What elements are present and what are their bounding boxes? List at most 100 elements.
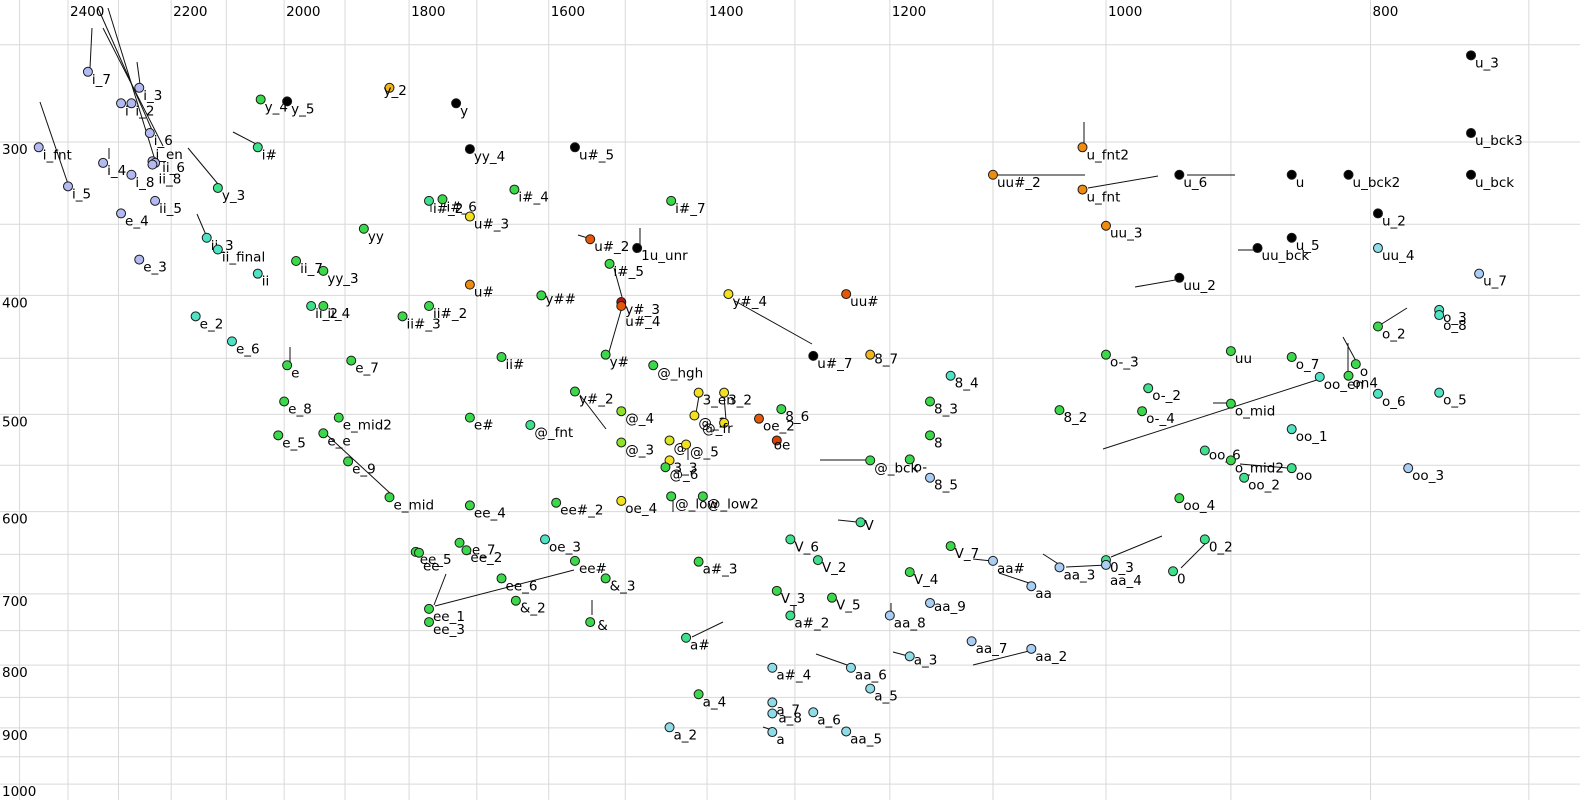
- data-point-u#_7[interactable]: [808, 350, 819, 361]
- data-point-V_5[interactable]: [826, 592, 837, 603]
- data-point-e#[interactable]: [464, 412, 475, 423]
- data-point-u_bck[interactable]: [1466, 169, 1477, 180]
- data-point-o_7[interactable]: [1286, 352, 1297, 363]
- data-point-u_bck3[interactable]: [1466, 128, 1477, 139]
- data-point-ii_2[interactable]: [306, 300, 317, 311]
- data-point-a_7[interactable]: [767, 697, 778, 708]
- data-point-o_8[interactable]: [1434, 310, 1445, 321]
- data-point-e_e[interactable]: [318, 428, 329, 439]
- data-point-i_7[interactable]: [82, 66, 93, 77]
- data-point-uu#[interactable]: [841, 289, 852, 300]
- data-point-8_2[interactable]: [1054, 405, 1065, 416]
- data-point-0[interactable]: [1168, 566, 1179, 577]
- data-point-u_3[interactable]: [1466, 50, 1477, 61]
- data-point-y_2[interactable]: [384, 82, 395, 93]
- data-point-@_4[interactable]: [616, 406, 627, 417]
- data-point-u_fnt2[interactable]: [1077, 142, 1088, 153]
- data-point-e_9[interactable]: [343, 456, 354, 467]
- data-point-uu_2[interactable]: [1174, 272, 1185, 283]
- data-point-ii#[interactable]: [496, 352, 507, 363]
- data-point-V_2[interactable]: [812, 555, 823, 566]
- data-point-o[interactable]: [1350, 359, 1361, 370]
- data-point-V_6[interactable]: [785, 534, 796, 545]
- data-point-oe_4[interactable]: [616, 495, 627, 506]
- data-point-y#_2[interactable]: [569, 386, 580, 397]
- data-point-8[interactable]: [925, 430, 936, 441]
- data-point-V[interactable]: [855, 517, 866, 528]
- data-point-8_7[interactable]: [865, 349, 876, 360]
- data-point-u#_2[interactable]: [585, 234, 596, 245]
- data-point-8_3[interactable]: [925, 396, 936, 407]
- data-point-uu[interactable]: [1225, 346, 1236, 357]
- data-point-a#_4[interactable]: [767, 662, 778, 673]
- data-point-u[interactable]: [1286, 169, 1297, 180]
- data-point-o-_2[interactable]: [1143, 383, 1154, 394]
- data-point-ee#_2[interactable]: [551, 497, 562, 508]
- data-point-8_5[interactable]: [925, 472, 936, 483]
- data-point-ii#_2[interactable]: [424, 300, 435, 311]
- data-point-e_2[interactable]: [190, 311, 201, 322]
- data-point-ee_7[interactable]: [454, 537, 465, 548]
- data-point-y##[interactable]: [536, 290, 547, 301]
- data-point-i_fnt[interactable]: [33, 142, 44, 153]
- data-point-ii#_3[interactable]: [397, 311, 408, 322]
- data-point-u_6[interactable]: [1174, 169, 1185, 180]
- data-point-o_2[interactable]: [1372, 321, 1383, 332]
- data-point-y#_4[interactable]: [723, 289, 734, 300]
- data-point-u#_4[interactable]: [616, 300, 627, 311]
- data-point-oo_6[interactable]: [1199, 445, 1210, 456]
- data-point-e_8[interactable]: [279, 396, 290, 407]
- data-point-oe_2[interactable]: [753, 413, 764, 424]
- data-point-aa[interactable]: [1026, 581, 1037, 592]
- data-point-@_5[interactable]: [681, 439, 692, 450]
- data-point-i#[interactable]: [252, 142, 263, 153]
- data-point-@_bck[interactable]: [865, 455, 876, 466]
- data-point-a_8[interactable]: [767, 708, 778, 719]
- data-point-u#_3[interactable]: [464, 211, 475, 222]
- data-point-ii_5[interactable]: [150, 195, 161, 206]
- data-point-aa_3[interactable]: [1054, 562, 1065, 573]
- data-point-a_3[interactable]: [904, 651, 915, 662]
- data-point-i#_2[interactable]: [424, 195, 435, 206]
- data-point-e[interactable]: [282, 360, 293, 371]
- data-point-&[interactable]: [585, 617, 596, 628]
- data-point-o-_4[interactable]: [1137, 406, 1148, 417]
- data-point-i_5[interactable]: [63, 181, 73, 192]
- data-point-aa_6[interactable]: [845, 662, 856, 673]
- data-point-o_mid2[interactable]: [1225, 455, 1236, 466]
- data-point-on4[interactable]: [1343, 370, 1354, 381]
- data-point-i_4[interactable]: [98, 157, 109, 168]
- data-point-aa#[interactable]: [987, 555, 998, 566]
- data-point-@_low[interactable]: [666, 491, 677, 502]
- data-point-V_4[interactable]: [904, 567, 915, 578]
- data-point-&_3[interactable]: [600, 573, 611, 584]
- data-point-@[interactable]: [664, 435, 675, 446]
- data-point-ee_1[interactable]: [424, 603, 435, 614]
- data-point-ee_6[interactable]: [496, 573, 507, 584]
- data-point-@_6[interactable]: [660, 462, 671, 473]
- data-point-@_3[interactable]: [616, 437, 627, 448]
- data-point-u_bck2[interactable]: [1343, 169, 1354, 180]
- data-point-0_2[interactable]: [1199, 534, 1210, 545]
- data-point-o-_3[interactable]: [1100, 349, 1111, 360]
- data-point-@_low2[interactable]: [697, 491, 708, 502]
- data-point-u_5[interactable]: [1286, 232, 1297, 243]
- data-point-ii_4[interactable]: [318, 300, 329, 311]
- data-point-a_4[interactable]: [693, 689, 704, 700]
- data-point-u#_5[interactable]: [569, 142, 580, 153]
- data-point-i_8[interactable]: [126, 169, 137, 180]
- data-point-oo_1[interactable]: [1286, 424, 1297, 435]
- data-point-u_7[interactable]: [1474, 268, 1485, 279]
- data-point-i#_6[interactable]: [437, 194, 448, 205]
- data-point-y_3[interactable]: [212, 182, 223, 193]
- data-point-e_6[interactable]: [226, 336, 237, 347]
- data-point-a[interactable]: [767, 727, 778, 738]
- data-point-uu_4[interactable]: [1372, 243, 1383, 254]
- data-point-aa_8[interactable]: [884, 610, 895, 621]
- data-point-e_7[interactable]: [346, 355, 357, 366]
- data-point-i#_7[interactable]: [666, 195, 677, 206]
- data-point-aa_4[interactable]: [1100, 559, 1111, 570]
- data-point-e_4[interactable]: [116, 208, 127, 219]
- data-point-&_2[interactable]: [510, 595, 521, 606]
- data-point-aa_2[interactable]: [1026, 643, 1037, 654]
